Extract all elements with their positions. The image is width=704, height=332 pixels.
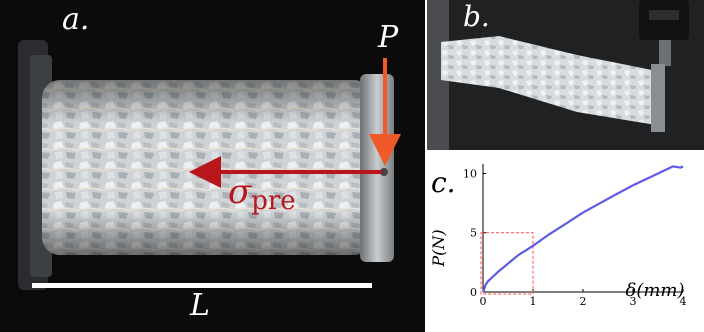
bent-specimen (441, 36, 662, 126)
panel-a-photo: a. P σpre L (0, 0, 425, 332)
chart-highlight-box-group (480, 232, 534, 295)
y-tick-label: 0 (470, 286, 477, 299)
x-tick-label: 1 (530, 295, 537, 308)
stress-subscript: pre (251, 186, 296, 216)
length-bar (32, 283, 372, 288)
left-wall (427, 0, 449, 150)
force-displacement-chart: 0 1 2 3 4 0 5 10 δ(mm) P(N) c. (429, 164, 687, 308)
panel-c-label: c. (431, 166, 456, 199)
length-label: L (190, 288, 210, 323)
highlight-box (480, 232, 534, 295)
x-tick-label: 4 (680, 295, 687, 308)
specimen-photo-a (18, 40, 401, 290)
specimen-photo-b (427, 0, 704, 150)
panel-b-label: b. (463, 0, 490, 33)
x-tick-label: 3 (630, 295, 637, 308)
y-tick-label: 10 (463, 167, 477, 180)
chart-axes (482, 164, 683, 293)
force-label: P (378, 20, 399, 55)
chart-series (481, 165, 684, 293)
panel-c-chart: 0 1 2 3 4 0 5 10 δ(mm) P(N) c. (427, 150, 704, 332)
x-axis-label: δ(mm) (625, 280, 684, 301)
stress-label: σpre (228, 172, 296, 216)
y-tick-label: 5 (470, 227, 477, 240)
panel-b-photo: b. (427, 0, 704, 150)
x-tick-label: 0 (480, 295, 487, 308)
stress-symbol: σ (228, 172, 252, 212)
right-end-cap (360, 74, 394, 262)
y-axis-label: P(N) (429, 229, 448, 267)
x-tick-label: 2 (580, 295, 587, 308)
panel-a-label: a. (62, 2, 90, 37)
series-line (481, 165, 684, 293)
